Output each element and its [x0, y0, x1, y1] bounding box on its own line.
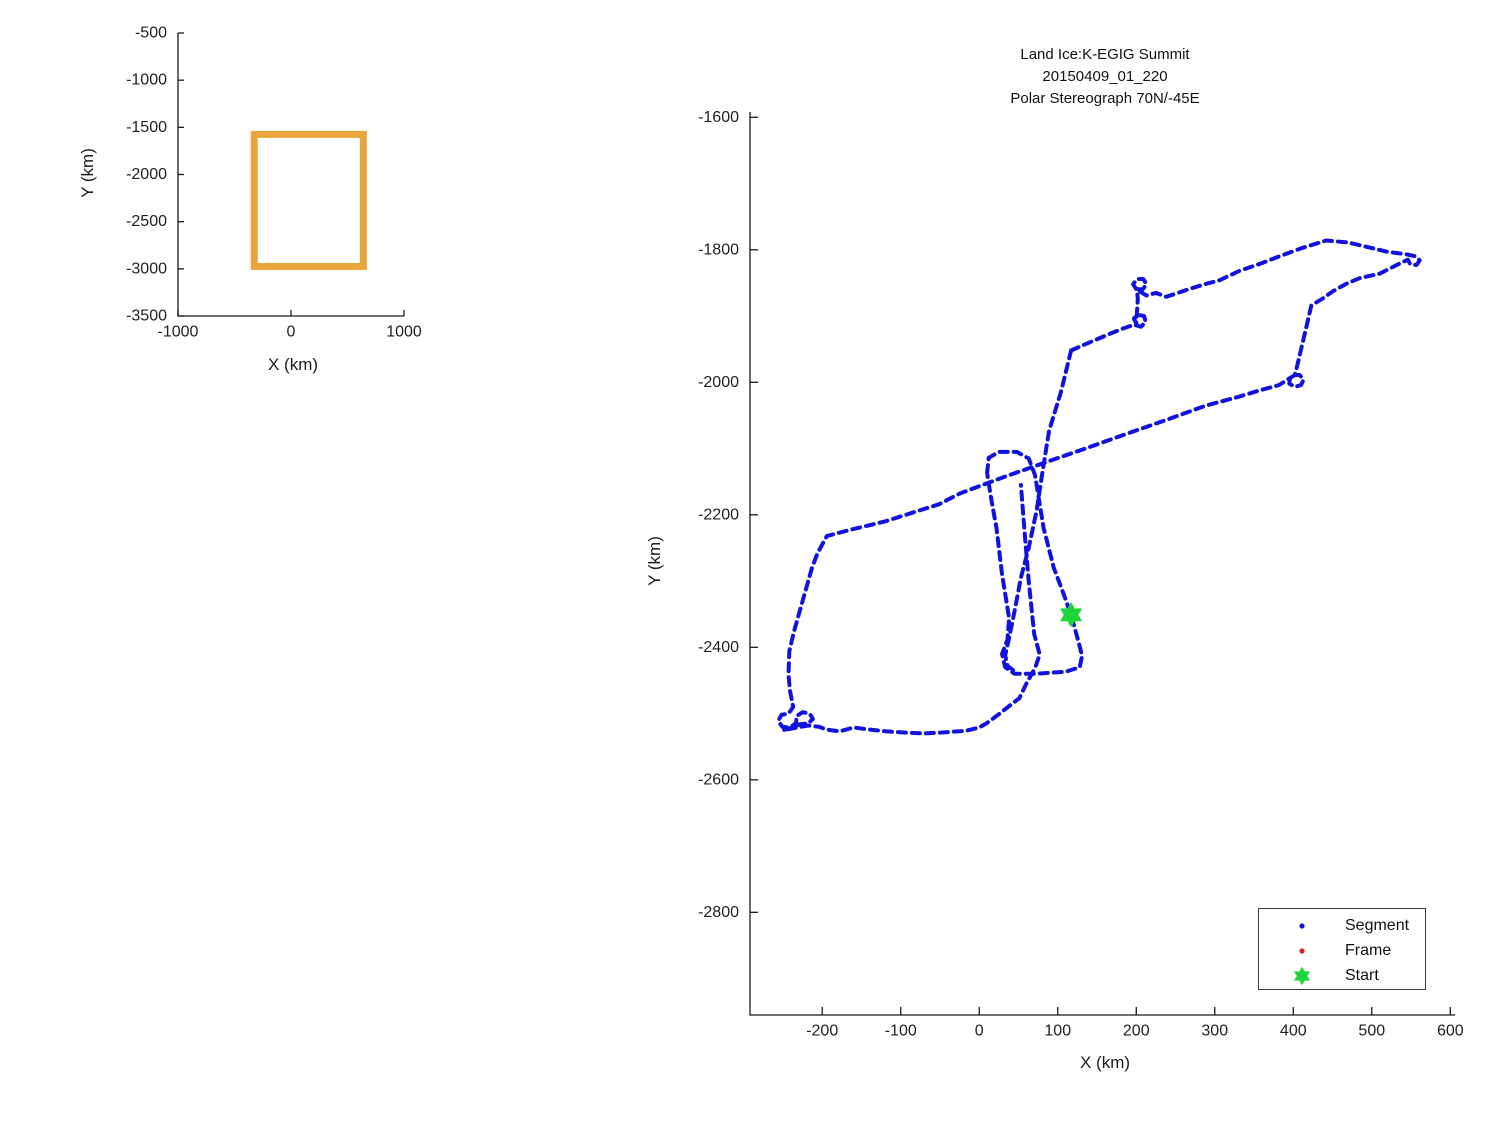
y-tick-label: -2500: [126, 213, 167, 230]
frame-dot-icon: [1259, 938, 1345, 963]
legend: Segment Frame Start: [1258, 908, 1426, 990]
start-marker: [1060, 602, 1082, 627]
y-tick-label: -3000: [126, 260, 167, 277]
x-tick-label: 300: [1201, 1022, 1228, 1039]
start-hexagram-icon: [1259, 963, 1345, 988]
y-tick-label: -3500: [126, 308, 167, 325]
segment-track-path: [985, 449, 1085, 676]
y-tick-label: -1000: [126, 72, 167, 89]
axis-spines: [177, 33, 404, 317]
x-tick-label: 200: [1123, 1022, 1150, 1039]
x-tick-label: 500: [1358, 1022, 1385, 1039]
segment-track-path: [1003, 348, 1074, 674]
x-tick-label: 1000: [386, 323, 422, 340]
flight-bounds-box: [250, 130, 367, 270]
y-tick-label: -500: [135, 25, 167, 42]
segment-track-path: [776, 238, 1422, 736]
overview-x-axis-label: X (km): [267, 355, 319, 374]
axis-spines: [749, 112, 1455, 1016]
y-tick-label: -2600: [698, 771, 739, 788]
plot-title-line-1: Land Ice:K-EGIG Summit: [1020, 46, 1190, 63]
y-tick-label: -1800: [698, 241, 739, 258]
plot-title-line-2: 20150409_01_220: [1042, 68, 1168, 85]
x-tick-label: 100: [1044, 1022, 1071, 1039]
y-tick-label: -1600: [698, 109, 739, 126]
segment-dot-icon: [1259, 913, 1345, 938]
y-tick-label: -2800: [698, 904, 739, 921]
legend-label: Frame: [1345, 942, 1392, 960]
x-tick-label: -100: [885, 1022, 917, 1039]
y-tick-label: -1500: [126, 119, 167, 136]
x-tick-label: 0: [975, 1022, 984, 1039]
legend-label: Segment: [1345, 917, 1410, 935]
x-tick-label: -1000: [158, 323, 199, 340]
y-tick-label: -2400: [698, 639, 739, 656]
legend-item-frame: Frame: [1259, 938, 1425, 963]
x-tick-label: 600: [1437, 1022, 1464, 1039]
y-tick-label: -2000: [126, 166, 167, 183]
overview-plot: -1000 0 1000 -500 -1000 -1500 -2000 -2500 -3000 -…: [126, 25, 422, 341]
y-tick-label: -2200: [698, 506, 739, 523]
x-tick-label: 0: [287, 323, 296, 340]
legend-item-start: Start: [1259, 963, 1425, 988]
legend-item-segment: Segment: [1259, 913, 1425, 938]
legend-label: Start: [1345, 967, 1379, 985]
track-x-axis-label: X (km): [1079, 1053, 1131, 1072]
plot-title: Land Ice:K-EGIG Summit 20150409_01_220 P…: [855, 44, 1355, 110]
flight-track-plot: -200 -100 0 100 200 300 400 500 600 -1600 -1800 -20…: [698, 109, 1464, 1040]
y-tick-label: -2000: [698, 374, 739, 391]
plot-title-line-3: Polar Stereograph 70N/-45E: [1010, 90, 1200, 107]
x-tick-label: -200: [806, 1022, 838, 1039]
x-tick-label: 400: [1280, 1022, 1307, 1039]
